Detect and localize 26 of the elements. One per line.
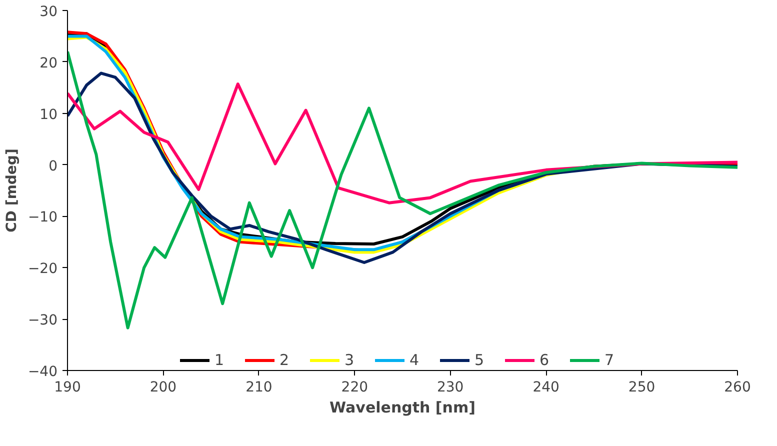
x-tick-label: 260: [724, 380, 751, 396]
y-tick-label: −40: [28, 364, 58, 380]
legend-label: 1: [214, 351, 226, 369]
legend-label: 3: [344, 351, 356, 369]
y-tick-label: −10: [28, 210, 58, 226]
legend-label: 4: [410, 351, 420, 369]
x-tick-label: 200: [150, 380, 177, 396]
x-tick-label: 210: [246, 380, 272, 396]
line-series: [68, 50, 738, 330]
y-tick-label: 10: [40, 106, 58, 123]
legend-label: 5: [474, 351, 486, 369]
legend-label: 7: [604, 351, 616, 369]
y-tick-label: 0: [48, 158, 58, 174]
x-axis-title: Wavelength [nm]: [330, 398, 476, 416]
y-axis-title: CD [mdeg]: [4, 148, 20, 232]
x-tick-label: 190: [54, 380, 81, 396]
legend-label: 6: [540, 351, 550, 369]
x-tick-label: 240: [532, 380, 560, 396]
x-tick-label: 250: [628, 380, 656, 396]
x-tick-label: 220: [341, 380, 368, 396]
y-tick-label: −20: [28, 261, 58, 278]
y-tick-label: 20: [40, 55, 58, 72]
legend-label: 2: [280, 351, 290, 369]
y-tick-label: −30: [28, 312, 58, 329]
y-tick-label: 30: [40, 4, 58, 20]
x-tick-label: 230: [436, 380, 464, 396]
